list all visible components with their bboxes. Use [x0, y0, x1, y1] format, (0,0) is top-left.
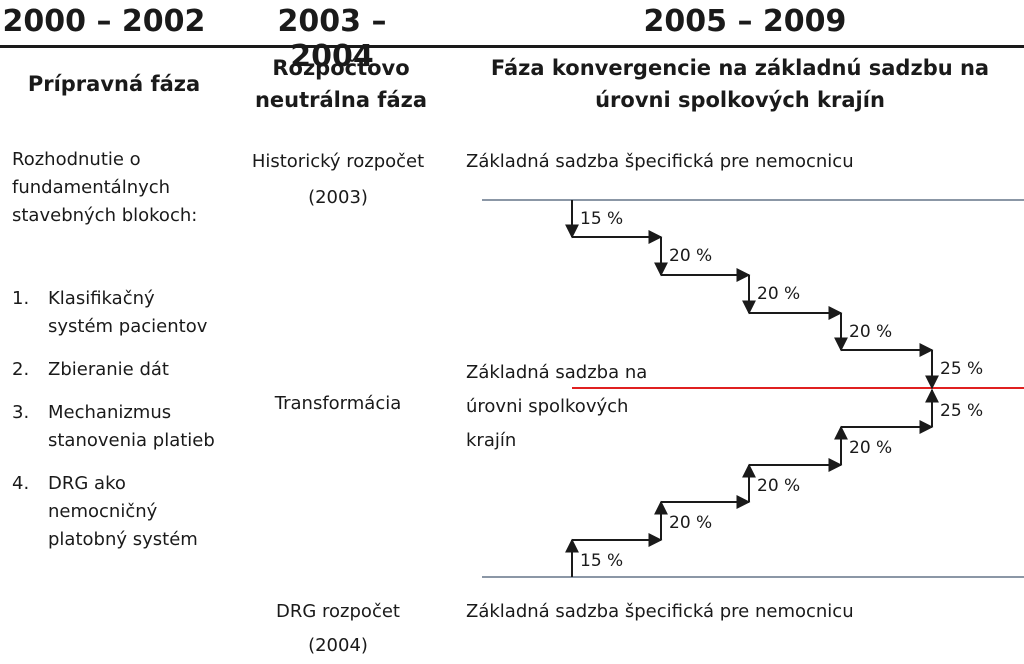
up-step-label: 20 % [669, 513, 712, 533]
down-step-label: 20 % [757, 284, 800, 304]
list-item: 2. Zbieranie dát [12, 359, 169, 380]
hospital-rate-label-top: Základná sadzba špecifická pre nemocnicu [466, 151, 854, 172]
down-step-label: 15 % [580, 209, 623, 229]
header-rule [0, 45, 1024, 48]
list-item: 3. Mechanizmus stanovenia platieb [12, 402, 215, 451]
phase-preparation: Prípravná fáza [27, 72, 201, 96]
list-item: 1. Klasifikačný systém pacientov [12, 288, 208, 337]
down-step-label: 25 % [940, 359, 983, 379]
up-step-label: 20 % [757, 476, 800, 496]
building-blocks-list: 1. Klasifikačný systém pacientov 2. Zbiera… [12, 285, 222, 569]
down-step-label: 20 % [849, 322, 892, 342]
hospital-rate-label-bottom: Základná sadzba špecifická pre nemocnicu [466, 601, 854, 622]
drg-budget-year: (2004) [308, 635, 368, 656]
phase-convergence: Fáza konvergencie na základnú sadzbu na … [490, 56, 990, 112]
historic-budget-label: Historický rozpočet [251, 151, 425, 172]
up-step-label: 20 % [849, 438, 892, 458]
up-step-label: 15 % [580, 551, 623, 571]
list-item: 4. DRG ako nemocničný platobný systém [12, 473, 198, 550]
historic-budget-year: (2003) [308, 187, 368, 208]
drg-budget-label: DRG rozpočet [276, 601, 400, 622]
year-header-1: 2000 – 2002 [2, 4, 206, 39]
down-step-label: 20 % [669, 246, 712, 266]
descending-steps: 15 % 20 % 20 % 20 % 25 % [565, 200, 983, 390]
intro-text: Rozhodnutie o fundamentálnych stavebných… [12, 149, 198, 226]
phase-neutral: Rozpočtovo neutrálna fáza [254, 56, 428, 112]
year-header-2: 2003 – 2004 [277, 4, 387, 74]
state-rate-label: Základná sadzba na úrovni spolkových kra… [466, 362, 648, 451]
ascending-steps: 15 % 20 % 20 % 20 % 25 % [565, 388, 983, 577]
transformation-label: Transformácia [274, 393, 402, 414]
up-step-label: 25 % [940, 401, 983, 421]
year-header-3: 2005 – 2009 [643, 4, 847, 39]
